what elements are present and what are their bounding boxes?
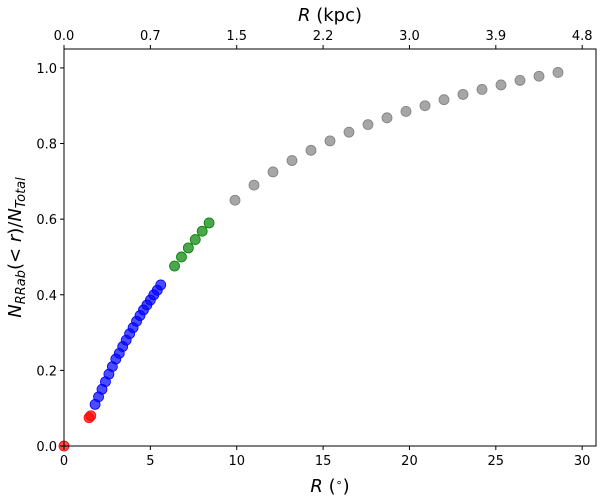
- top-tick-label: 2.2: [313, 29, 334, 44]
- data-point: [229, 194, 241, 206]
- data-point: [176, 251, 187, 263]
- data-point: [552, 67, 564, 78]
- data-point: [362, 119, 374, 131]
- plot-frame: [63, 48, 597, 447]
- y-tick-label: 0.6: [36, 213, 57, 228]
- y-tick-label: 0.2: [36, 364, 57, 379]
- data-point: [438, 94, 450, 106]
- y-tick-label: 0.0: [36, 440, 57, 455]
- data-point: [343, 126, 355, 138]
- top-tick-label: 0.7: [140, 29, 161, 44]
- data-point: [267, 166, 279, 178]
- data-point: [305, 144, 317, 156]
- data-point: [196, 225, 208, 237]
- x-axis-title: R (∘): [310, 476, 349, 498]
- data-point: [286, 155, 298, 166]
- data-point: [419, 100, 431, 112]
- x-tick-label: 5: [146, 454, 154, 469]
- x-tick-label: 30: [574, 454, 591, 469]
- y-axis-title: NRRab(< r)/NTotal: [5, 177, 29, 318]
- data-point: [495, 79, 507, 91]
- data-point: [155, 279, 167, 291]
- data-point: [514, 74, 526, 86]
- top-axis-title: R (kpc): [298, 5, 362, 26]
- data-point: [533, 70, 545, 82]
- y-tick-label: 0.8: [36, 138, 57, 153]
- x-tick-label: 0: [60, 454, 68, 469]
- ticks-layer: 0 5 10 15 20 25 30 0.0 0.2 0.4 0.6 0.8 1.0 0.0 0.7 1.5 2…: [36, 29, 592, 469]
- data-point: [203, 217, 215, 229]
- data-point: [381, 112, 393, 124]
- data-point: [324, 135, 336, 147]
- x-tick-label: 25: [488, 454, 505, 469]
- data-point: [189, 234, 201, 245]
- data-point: [169, 260, 180, 272]
- top-tick-label: 3.9: [485, 29, 506, 44]
- y-tick-label: 0.4: [36, 289, 57, 304]
- top-tick-label: 1.5: [226, 29, 247, 44]
- top-tick-label: 3.0: [399, 29, 420, 44]
- points-layer: [58, 67, 564, 452]
- data-point: [85, 410, 97, 422]
- y-tick-label: 1.0: [36, 62, 57, 77]
- data-point: [457, 88, 469, 100]
- x-tick-label: 10: [228, 454, 245, 469]
- data-point: [182, 242, 194, 254]
- top-tick-label: 0.0: [54, 29, 75, 44]
- x-tick-label: 20: [401, 454, 418, 469]
- data-point: [248, 179, 260, 191]
- x-tick-label: 15: [315, 454, 332, 469]
- data-point: [476, 84, 488, 95]
- top-tick-label: 4.8: [572, 29, 593, 44]
- data-point: [400, 105, 412, 117]
